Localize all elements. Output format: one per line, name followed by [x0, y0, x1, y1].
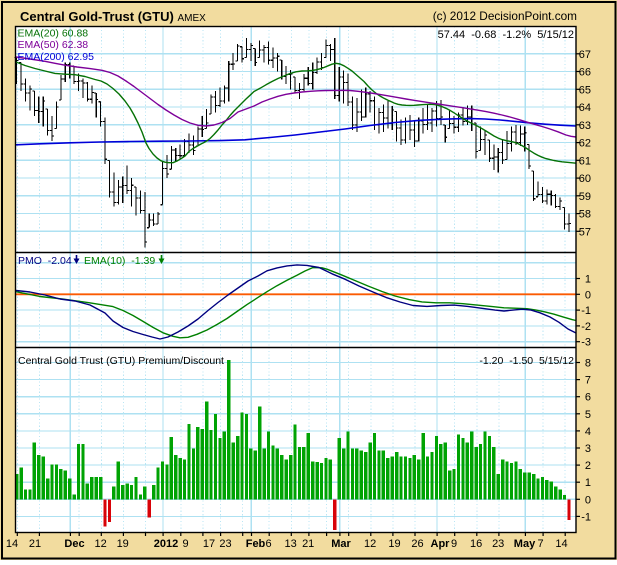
svg-text:26: 26 [411, 538, 423, 550]
svg-text:PMO -2.04: PMO -2.04 [18, 255, 72, 267]
svg-text:67: 67 [579, 49, 591, 61]
svg-text:19: 19 [117, 538, 129, 550]
svg-text:5: 5 [585, 409, 591, 421]
svg-text:4: 4 [585, 426, 591, 438]
svg-text:9: 9 [451, 538, 457, 550]
svg-text:14: 14 [555, 538, 567, 550]
svg-text:(c) 2012 DecisionPoint.com: (c) 2012 DecisionPoint.com [433, 9, 577, 23]
svg-text:58: 58 [579, 209, 591, 221]
svg-text:12: 12 [94, 538, 106, 550]
svg-text:EMA(20) 60.88: EMA(20) 60.88 [18, 28, 89, 40]
svg-text:8: 8 [585, 358, 591, 370]
svg-text:21: 21 [302, 538, 314, 550]
svg-text:9: 9 [182, 538, 188, 550]
svg-text:6: 6 [585, 392, 591, 404]
svg-text:EMA(200) 62.95: EMA(200) 62.95 [18, 51, 95, 63]
svg-text:66: 66 [579, 67, 591, 79]
svg-text:0: 0 [585, 494, 591, 506]
svg-text:1: 1 [585, 274, 591, 286]
svg-text:14: 14 [6, 538, 18, 550]
svg-text:-1: -1 [581, 305, 591, 317]
svg-text:62: 62 [579, 138, 591, 150]
svg-text:21: 21 [29, 538, 41, 550]
svg-text:61: 61 [579, 155, 591, 167]
svg-text:7: 7 [585, 375, 591, 387]
svg-text:3: 3 [585, 443, 591, 455]
svg-text:2012: 2012 [154, 538, 178, 550]
svg-text:13: 13 [284, 538, 296, 550]
svg-text:Mar: Mar [331, 538, 351, 550]
svg-text:Central Gold-Trust (GTU) AMEX: Central Gold-Trust (GTU) AMEX [20, 9, 206, 24]
svg-text:EMA(50) 62.38: EMA(50) 62.38 [18, 39, 89, 51]
svg-text:19: 19 [388, 538, 400, 550]
svg-text:63: 63 [579, 120, 591, 132]
svg-text:6: 6 [265, 538, 271, 550]
svg-text:1: 1 [585, 477, 591, 489]
svg-text:65: 65 [579, 84, 591, 96]
svg-text:23: 23 [492, 538, 504, 550]
svg-text:23: 23 [219, 538, 231, 550]
svg-text:-1: -1 [581, 511, 591, 523]
svg-text:EMA(10) -1.39: EMA(10) -1.39 [84, 255, 155, 267]
svg-text:0: 0 [585, 289, 591, 301]
svg-text:57.44 -0.68 -1.2% 5/15/12: 57.44 -0.68 -1.2% 5/15/12 [438, 29, 574, 41]
svg-text:57: 57 [579, 226, 591, 238]
svg-text:2: 2 [585, 460, 591, 472]
svg-text:Central Gold Trust (GTU) Premi: Central Gold Trust (GTU) Premium/Discoun… [18, 355, 224, 367]
svg-text:-3: -3 [581, 337, 591, 349]
svg-text:-1.20 -1.50 5/15/12: -1.20 -1.50 5/15/12 [479, 355, 574, 367]
svg-text:-2: -2 [581, 321, 591, 333]
svg-text:64: 64 [579, 102, 591, 114]
svg-text:May: May [514, 538, 536, 550]
svg-text:59: 59 [579, 191, 591, 203]
svg-text:Apr: Apr [431, 538, 451, 550]
svg-text:Dec: Dec [64, 538, 84, 550]
svg-text:60: 60 [579, 173, 591, 185]
svg-text:16: 16 [470, 538, 482, 550]
svg-text:17: 17 [203, 538, 215, 550]
svg-text:7: 7 [537, 538, 543, 550]
svg-text:Feb: Feb [246, 538, 266, 550]
svg-text:12: 12 [364, 538, 376, 550]
